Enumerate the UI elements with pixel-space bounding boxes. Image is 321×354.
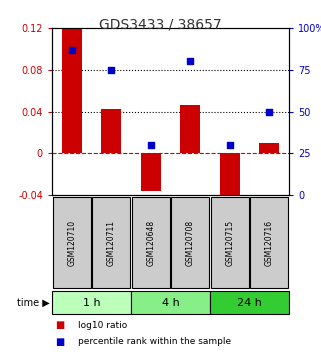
Bar — [211, 197, 249, 288]
Point — [69, 47, 74, 52]
Bar — [180, 105, 200, 153]
Bar — [62, 28, 82, 153]
Point — [227, 142, 232, 148]
Bar — [92, 197, 130, 288]
Text: GSM120708: GSM120708 — [186, 219, 195, 266]
Bar — [220, 153, 239, 207]
Bar — [210, 291, 289, 314]
Bar — [131, 291, 210, 314]
Text: 4 h: 4 h — [162, 297, 179, 308]
Bar — [250, 197, 288, 288]
Bar — [141, 153, 160, 191]
Text: GSM120710: GSM120710 — [67, 219, 76, 266]
Text: time ▶: time ▶ — [17, 297, 50, 308]
Bar — [259, 143, 279, 153]
Point — [188, 58, 193, 64]
Point — [148, 142, 153, 148]
Point — [267, 109, 272, 114]
Text: GSM120648: GSM120648 — [146, 219, 155, 266]
Point — [109, 67, 114, 73]
Text: ■: ■ — [55, 337, 65, 347]
Text: ■: ■ — [55, 320, 65, 330]
Text: 1 h: 1 h — [83, 297, 100, 308]
Text: GSM120715: GSM120715 — [225, 219, 234, 266]
Bar — [53, 197, 91, 288]
Text: GDS3433 / 38657: GDS3433 / 38657 — [99, 18, 222, 32]
Text: GSM120716: GSM120716 — [265, 219, 274, 266]
Text: 24 h: 24 h — [237, 297, 262, 308]
Text: percentile rank within the sample: percentile rank within the sample — [78, 337, 231, 346]
Text: GSM120711: GSM120711 — [107, 219, 116, 266]
Bar — [132, 197, 170, 288]
Text: log10 ratio: log10 ratio — [78, 321, 127, 330]
Bar — [101, 109, 121, 153]
Bar — [171, 197, 209, 288]
Bar — [52, 291, 131, 314]
